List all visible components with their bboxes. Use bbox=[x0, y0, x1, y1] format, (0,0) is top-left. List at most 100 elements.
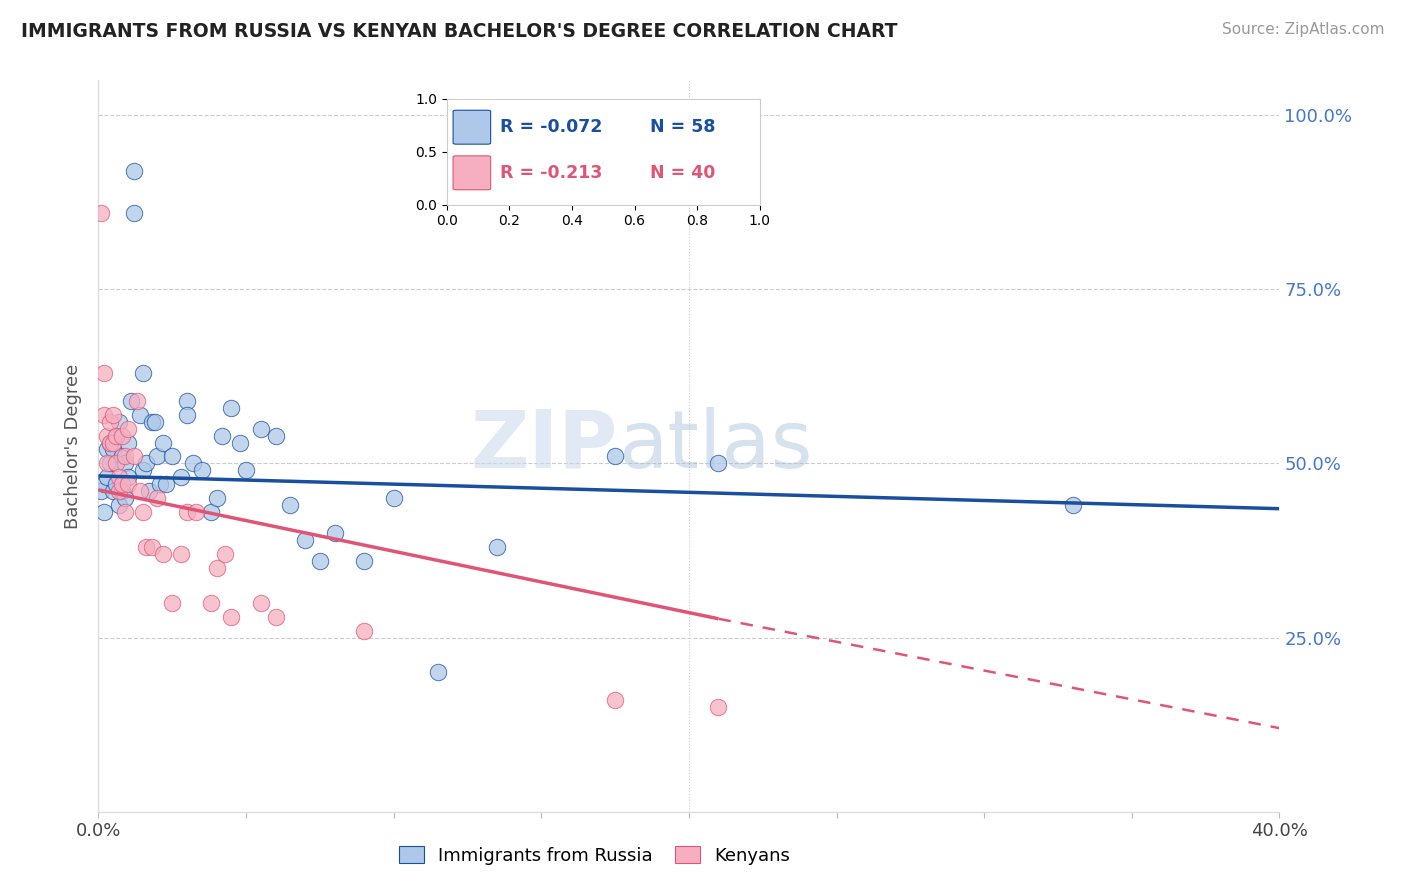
Point bbox=[111, 428, 134, 442]
Point bbox=[103, 408, 125, 422]
Point bbox=[205, 561, 228, 575]
Text: ZIP: ZIP bbox=[471, 407, 619, 485]
Point bbox=[214, 547, 236, 561]
Point bbox=[128, 484, 150, 499]
Point bbox=[278, 498, 302, 512]
Point bbox=[93, 408, 115, 422]
Point bbox=[93, 505, 115, 519]
Point bbox=[152, 547, 174, 561]
Y-axis label: Bachelor's Degree: Bachelor's Degree bbox=[65, 363, 83, 529]
Point bbox=[707, 700, 730, 714]
Point bbox=[135, 540, 157, 554]
Point bbox=[122, 450, 145, 464]
Point bbox=[114, 450, 136, 464]
Point bbox=[103, 484, 125, 499]
Point bbox=[382, 491, 405, 506]
Point bbox=[132, 366, 155, 380]
Point bbox=[122, 205, 145, 219]
Point bbox=[707, 457, 730, 471]
Point bbox=[98, 457, 121, 471]
Point bbox=[98, 415, 121, 429]
Point bbox=[90, 205, 112, 219]
Point bbox=[211, 428, 233, 442]
Point bbox=[309, 554, 332, 568]
Point bbox=[108, 484, 131, 499]
Point bbox=[93, 366, 115, 380]
Point bbox=[229, 435, 252, 450]
Point bbox=[146, 491, 169, 506]
Point bbox=[122, 164, 145, 178]
Point bbox=[138, 484, 160, 499]
Text: Source: ZipAtlas.com: Source: ZipAtlas.com bbox=[1222, 22, 1385, 37]
Point bbox=[98, 435, 121, 450]
Point bbox=[191, 463, 214, 477]
Point bbox=[141, 415, 163, 429]
Point bbox=[200, 505, 222, 519]
Point bbox=[250, 421, 273, 435]
Point bbox=[111, 477, 134, 491]
Point bbox=[105, 428, 128, 442]
Point bbox=[219, 609, 242, 624]
Point bbox=[135, 457, 157, 471]
Point bbox=[235, 463, 257, 477]
Point bbox=[96, 442, 118, 457]
Point bbox=[105, 477, 128, 491]
Point bbox=[143, 415, 166, 429]
Text: atlas: atlas bbox=[619, 407, 813, 485]
Point bbox=[353, 624, 375, 638]
Point bbox=[486, 540, 509, 554]
Point bbox=[125, 393, 148, 408]
Point bbox=[427, 665, 450, 680]
Point bbox=[250, 596, 273, 610]
Point bbox=[111, 484, 134, 499]
Point bbox=[155, 477, 177, 491]
Point bbox=[146, 450, 169, 464]
Point bbox=[353, 554, 375, 568]
Point bbox=[176, 408, 198, 422]
Point bbox=[181, 457, 204, 471]
Point bbox=[152, 435, 174, 450]
Point bbox=[264, 609, 287, 624]
Point bbox=[128, 408, 150, 422]
Point bbox=[114, 491, 136, 506]
Text: IMMIGRANTS FROM RUSSIA VS KENYAN BACHELOR'S DEGREE CORRELATION CHART: IMMIGRANTS FROM RUSSIA VS KENYAN BACHELO… bbox=[21, 22, 897, 41]
Point bbox=[170, 547, 193, 561]
Point bbox=[96, 470, 118, 484]
Point bbox=[117, 477, 139, 491]
Point bbox=[149, 477, 172, 491]
Point bbox=[117, 435, 139, 450]
Point bbox=[605, 693, 627, 707]
Point bbox=[117, 421, 139, 435]
Point bbox=[132, 505, 155, 519]
Point bbox=[141, 540, 163, 554]
Point bbox=[105, 428, 128, 442]
Point bbox=[219, 401, 242, 415]
Point bbox=[103, 442, 125, 457]
Point bbox=[93, 477, 115, 491]
Point bbox=[1062, 498, 1084, 512]
Point bbox=[117, 470, 139, 484]
Point bbox=[120, 393, 142, 408]
Point bbox=[90, 484, 112, 499]
Point bbox=[184, 505, 207, 519]
Point bbox=[103, 435, 125, 450]
Point bbox=[96, 428, 118, 442]
Point bbox=[205, 491, 228, 506]
Point bbox=[200, 596, 222, 610]
Point bbox=[294, 533, 316, 547]
Point bbox=[105, 457, 128, 471]
Legend: Immigrants from Russia, Kenyans: Immigrants from Russia, Kenyans bbox=[391, 839, 797, 872]
Point bbox=[176, 393, 198, 408]
Point bbox=[605, 450, 627, 464]
Point bbox=[162, 450, 183, 464]
Point bbox=[176, 505, 198, 519]
Point bbox=[111, 450, 134, 464]
Point bbox=[162, 596, 183, 610]
Point bbox=[98, 435, 121, 450]
Point bbox=[323, 526, 346, 541]
Point bbox=[108, 470, 131, 484]
Point bbox=[114, 505, 136, 519]
Point bbox=[114, 457, 136, 471]
Point bbox=[108, 498, 131, 512]
Point bbox=[264, 428, 287, 442]
